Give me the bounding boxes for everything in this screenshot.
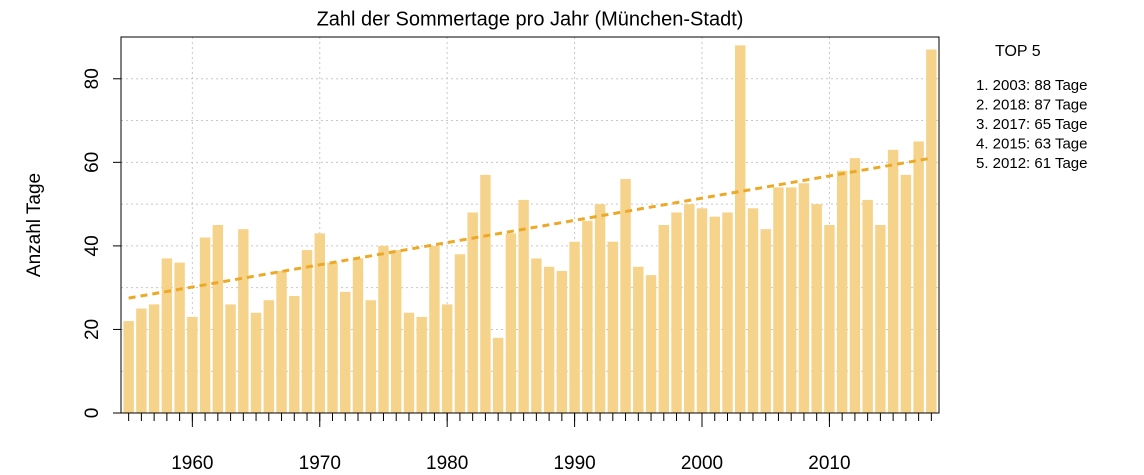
bar: [467, 212, 478, 413]
x-tick-label: 2010: [808, 453, 850, 474]
bar: [148, 304, 160, 413]
bar: [199, 237, 211, 413]
bar: [620, 179, 631, 413]
bar: [658, 225, 670, 413]
bar: [556, 270, 568, 413]
bar: [454, 254, 466, 413]
bar: [849, 158, 861, 413]
bar: [518, 199, 529, 413]
legend-item: 5. 2012: 61 Tage: [976, 155, 1088, 172]
bar: [250, 312, 262, 413]
bar: [798, 183, 810, 413]
y-tick-label: 40: [82, 235, 103, 256]
bar: [289, 296, 300, 413]
bar: [671, 212, 682, 413]
bar: [314, 233, 325, 413]
bar: [875, 225, 886, 413]
bar: [735, 45, 746, 413]
bar: [276, 270, 287, 413]
legend-item: 1. 2003: 88 Tage: [976, 77, 1088, 94]
bar: [492, 337, 504, 413]
x-tick-label: 1970: [299, 453, 341, 474]
bar: [174, 262, 185, 413]
x-tick-label: 1980: [426, 453, 468, 474]
bar: [709, 216, 720, 413]
bar: [441, 304, 453, 413]
bar: [785, 187, 797, 413]
bar: [480, 174, 491, 413]
bar: [722, 212, 733, 413]
bar: [365, 300, 376, 413]
bar: [913, 141, 924, 413]
bar: [607, 241, 619, 413]
legend-item: 2. 2018: 87 Tage: [976, 96, 1088, 113]
bar: [378, 245, 389, 413]
bar: [403, 312, 415, 413]
bar: [301, 250, 313, 413]
bar: [569, 241, 580, 413]
y-tick-label: 20: [82, 319, 103, 340]
bar: [747, 208, 759, 413]
bar: [887, 149, 899, 414]
bar: [352, 258, 364, 413]
x-tick-label: 2000: [681, 453, 723, 474]
bar: [594, 204, 606, 413]
bar: [696, 208, 708, 413]
y-tick-label: 60: [82, 152, 103, 173]
bar: [429, 245, 440, 413]
y-tick-label: 80: [82, 68, 103, 89]
bar: [633, 266, 644, 413]
y-tick-label: 0: [82, 408, 103, 419]
plot-frame: [120, 36, 940, 414]
bar: [760, 229, 771, 413]
bar: [824, 225, 835, 413]
legend-item: 3. 2017: 65 Tage: [976, 116, 1088, 133]
trend-line: [128, 156, 932, 300]
bar: [862, 199, 873, 413]
bar: [505, 233, 517, 413]
y-axis-label: Anzahl Tage: [24, 173, 45, 277]
bar: [263, 300, 275, 413]
bar: [225, 304, 236, 413]
bar: [811, 204, 822, 413]
bar: [212, 225, 224, 413]
bar: [543, 266, 555, 413]
bar: [327, 262, 338, 413]
x-tick-label: 1990: [553, 453, 595, 474]
bar: [531, 258, 542, 413]
bar: [582, 220, 593, 413]
bar: [926, 49, 937, 414]
bar: [900, 174, 912, 413]
bar: [416, 316, 427, 413]
x-tick-label: 1960: [171, 453, 213, 474]
bar: [136, 308, 147, 413]
bar: [161, 258, 173, 413]
bar: [123, 321, 134, 413]
bar: [836, 170, 848, 413]
chart-title: Zahl der Sommertage pro Jahr (München-St…: [317, 8, 744, 30]
bar: [340, 291, 351, 413]
bar: [684, 204, 695, 413]
bar: [238, 229, 249, 413]
bar: [187, 316, 198, 413]
bar: [645, 275, 657, 413]
legend-item: 4. 2015: 63 Tage: [976, 135, 1088, 152]
bar: [773, 187, 784, 413]
legend-title: TOP 5: [995, 43, 1041, 60]
bar: [390, 250, 402, 413]
